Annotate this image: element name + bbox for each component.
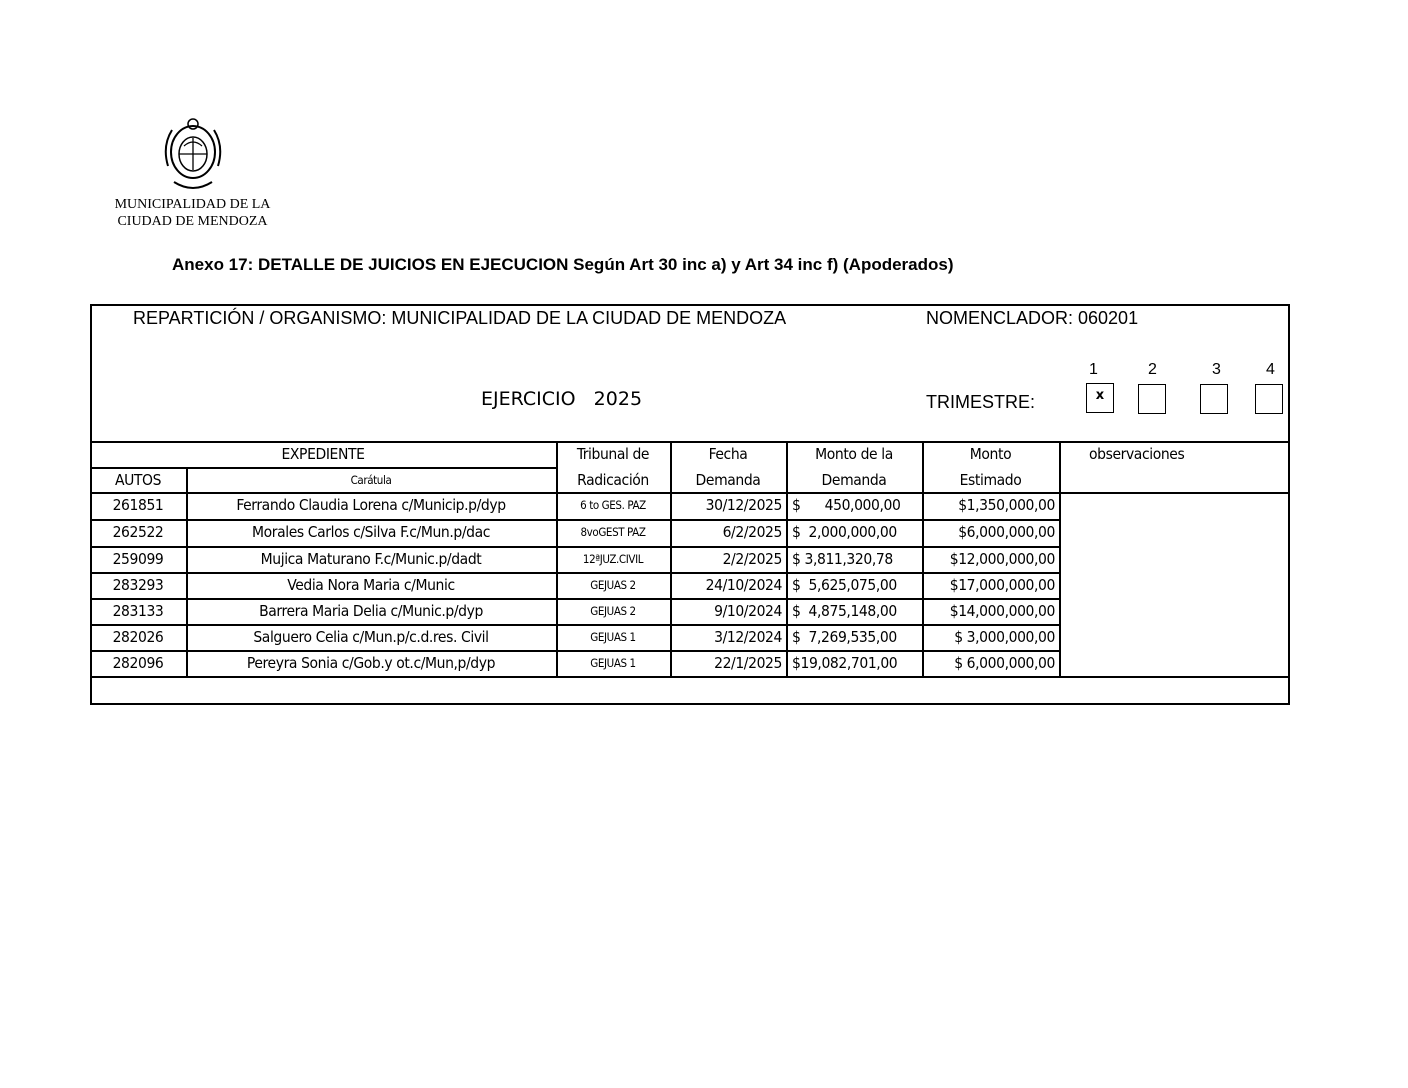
trimestre-1-label: 1 [1089,361,1098,378]
coat-of-arms-icon [164,118,222,189]
row-divider [90,598,1059,600]
header-tribunal: Tribunal de [576,445,650,463]
header-monto-2: Demanda [821,471,887,489]
trimestre-3-checkbox[interactable] [1200,384,1228,414]
cell-autos: 262522 [112,523,164,541]
cell-tribunal: 8voGEST PAZ [580,525,646,539]
header-bottom-border [90,492,1288,494]
cell-caratula: Ferrando Claudia Lorena c/Municip.p/dyp [236,496,506,514]
cell-fecha: 9/10/2024 [714,602,782,620]
cell-estimado: $1,350,000,00 [958,496,1055,514]
cell-autos: 283293 [112,576,164,594]
header-fecha-2: Demanda [695,471,761,489]
row-divider [90,650,1059,652]
row-divider [90,572,1059,574]
cell-monto: $ 4,875,148,00 [792,602,897,620]
document-title: Anexo 17: DETALLE DE JUICIOS EN EJECUCIO… [172,255,954,274]
row-divider [90,624,1059,626]
row-divider [90,676,1288,678]
cell-tribunal: GEJUAS 1 [590,630,636,644]
logo-line-2: CIUDAD DE MENDOZA [117,214,268,229]
cell-fecha: 22/1/2025 [714,654,782,672]
trimestre-label: TRIMESTRE: [926,392,1036,412]
cell-monto: $ 450,000,00 [792,496,901,514]
header-expediente: EXPEDIENTE [281,445,365,463]
cell-autos: 259099 [112,550,164,568]
trimestre-4-checkbox[interactable] [1255,384,1283,414]
cell-caratula: Morales Carlos c/Silva F.c/Mun.p/dac [252,523,490,541]
header-monto: Monto de la [815,445,893,463]
cell-monto: $19,082,701,00 [792,654,898,672]
header-fecha: Fecha [708,445,748,463]
cell-caratula: Salguero Celia c/Mun.p/c.d.res. Civil [253,628,489,646]
cell-caratula: Mujica Maturano F.c/Munic.p/dadt [260,550,482,568]
cell-estimado: $17,000,000,00 [949,576,1056,594]
row-divider [90,519,1059,521]
header-caratula: Carátula [350,473,392,487]
cell-monto: $ 2,000,000,00 [792,523,897,541]
cell-estimado: $ 6,000,000,00 [954,654,1055,672]
cell-monto: $ 3,811,320,78 [792,550,893,568]
col-divider [922,441,924,676]
cell-autos: 283133 [112,602,164,620]
trimestre-2-label: 2 [1148,361,1157,378]
cell-fecha: 24/10/2024 [705,576,783,594]
header-estimado: Monto [969,445,1012,463]
cell-tribunal: GEJUAS 2 [590,578,636,592]
cell-estimado: $ 3,000,000,00 [954,628,1055,646]
cell-autos: 282026 [112,628,164,646]
cell-fecha: 6/2/2025 [722,523,783,541]
col-divider [670,441,672,676]
trimestre-2-checkbox[interactable] [1138,384,1166,414]
cell-estimado: $12,000,000,00 [949,550,1056,568]
col-divider [186,467,188,676]
trimestre-4-label: 4 [1266,361,1275,378]
table-top-border [90,441,1288,443]
col-divider [556,441,558,676]
row-divider [90,546,1059,548]
trimestre-1-checkbox[interactable]: x [1086,383,1114,413]
header-estimado-2: Estimado [959,471,1022,489]
cell-caratula: Pereyra Sonia c/Gob.y ot.c/Mun,p/dyp [246,654,496,672]
logo-line-1: MUNICIPALIDAD DE LA [114,197,271,212]
cell-autos: 261851 [112,496,164,514]
ejercicio-label: EJERCICIO 2025 [481,388,643,410]
reparticion-label: REPARTICIÓN / ORGANISMO: MUNICIPALIDAD D… [133,308,787,328]
header-tribunal-2: Radicación [577,471,649,489]
col-divider [1059,441,1061,676]
trimestre-3-label: 3 [1212,361,1221,378]
cell-fecha: 3/12/2024 [714,628,782,646]
logo-text: MUNICIPALIDAD DE LA CIUDAD DE MENDOZA [105,196,280,230]
form-frame [90,304,1290,705]
cell-autos: 282096 [112,654,164,672]
nomenclador-label: NOMENCLADOR: 060201 [926,308,1139,328]
cell-tribunal: GEJUAS 2 [590,604,636,618]
cell-estimado: $14,000,000,00 [949,602,1056,620]
cell-tribunal: 12ªJUZ.CIVIL [582,552,644,566]
cell-tribunal: 6 to GES. PAZ [580,498,646,512]
expediente-divider [90,467,556,469]
cell-caratula: Vedia Nora Maria c/Munic [287,576,455,594]
cell-monto: $ 5,625,075,00 [792,576,897,594]
cell-caratula: Barrera Maria Delia c/Munic.p/dyp [259,602,483,620]
header-observaciones: observaciones [1089,445,1185,463]
cell-fecha: 30/12/2025 [705,496,783,514]
col-divider [786,441,788,676]
cell-monto: $ 7,269,535,00 [792,628,897,646]
cell-fecha: 2/2/2025 [722,550,783,568]
cell-estimado: $6,000,000,00 [958,523,1055,541]
cell-tribunal: GEJUAS 1 [590,656,636,670]
header-autos: AUTOS [114,471,162,489]
